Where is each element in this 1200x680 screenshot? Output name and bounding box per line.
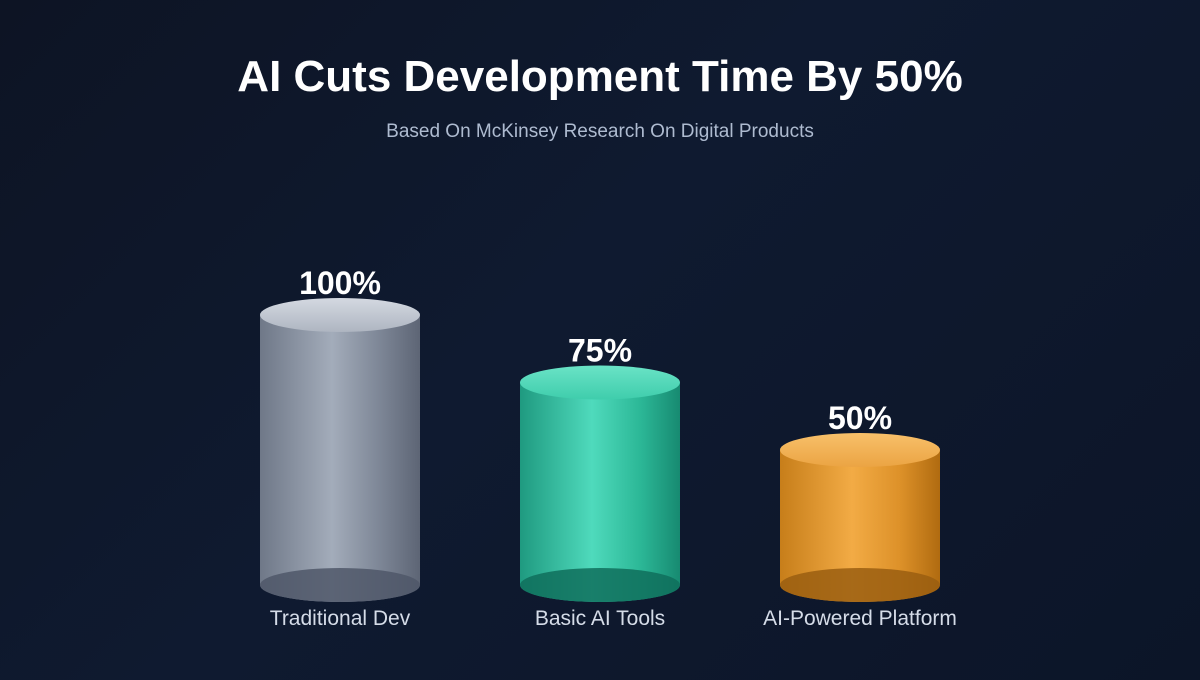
category-label-traditional-dev: Traditional Dev (270, 607, 411, 630)
bar-ai-powered-platform (780, 433, 940, 602)
bar-traditional-dev (260, 298, 420, 602)
bar-top-traditional-dev (260, 298, 420, 332)
bar-body-basic-ai-tools (520, 382, 680, 602)
bar-base-basic-ai-tools (520, 568, 680, 602)
bar-body-traditional-dev (260, 315, 420, 602)
category-label-ai-powered-platform: AI-Powered Platform (763, 607, 957, 630)
value-label-basic-ai-tools: 75% (568, 333, 632, 369)
bar-top-ai-powered-platform (780, 433, 940, 467)
value-label-ai-powered-platform: 50% (828, 400, 892, 436)
bar-basic-ai-tools (520, 365, 680, 602)
category-label-basic-ai-tools: Basic AI Tools (535, 607, 665, 630)
value-label-traditional-dev: 100% (299, 265, 381, 301)
bar-body-ai-powered-platform (780, 450, 940, 602)
bar-top-basic-ai-tools (520, 365, 680, 400)
bar-base-traditional-dev (260, 568, 420, 602)
page-title: AI Cuts Development Time By 50% (237, 52, 963, 101)
bar-base-ai-powered-platform (780, 568, 940, 602)
page-subtitle: Based On McKinsey Research On Digital Pr… (386, 121, 814, 142)
